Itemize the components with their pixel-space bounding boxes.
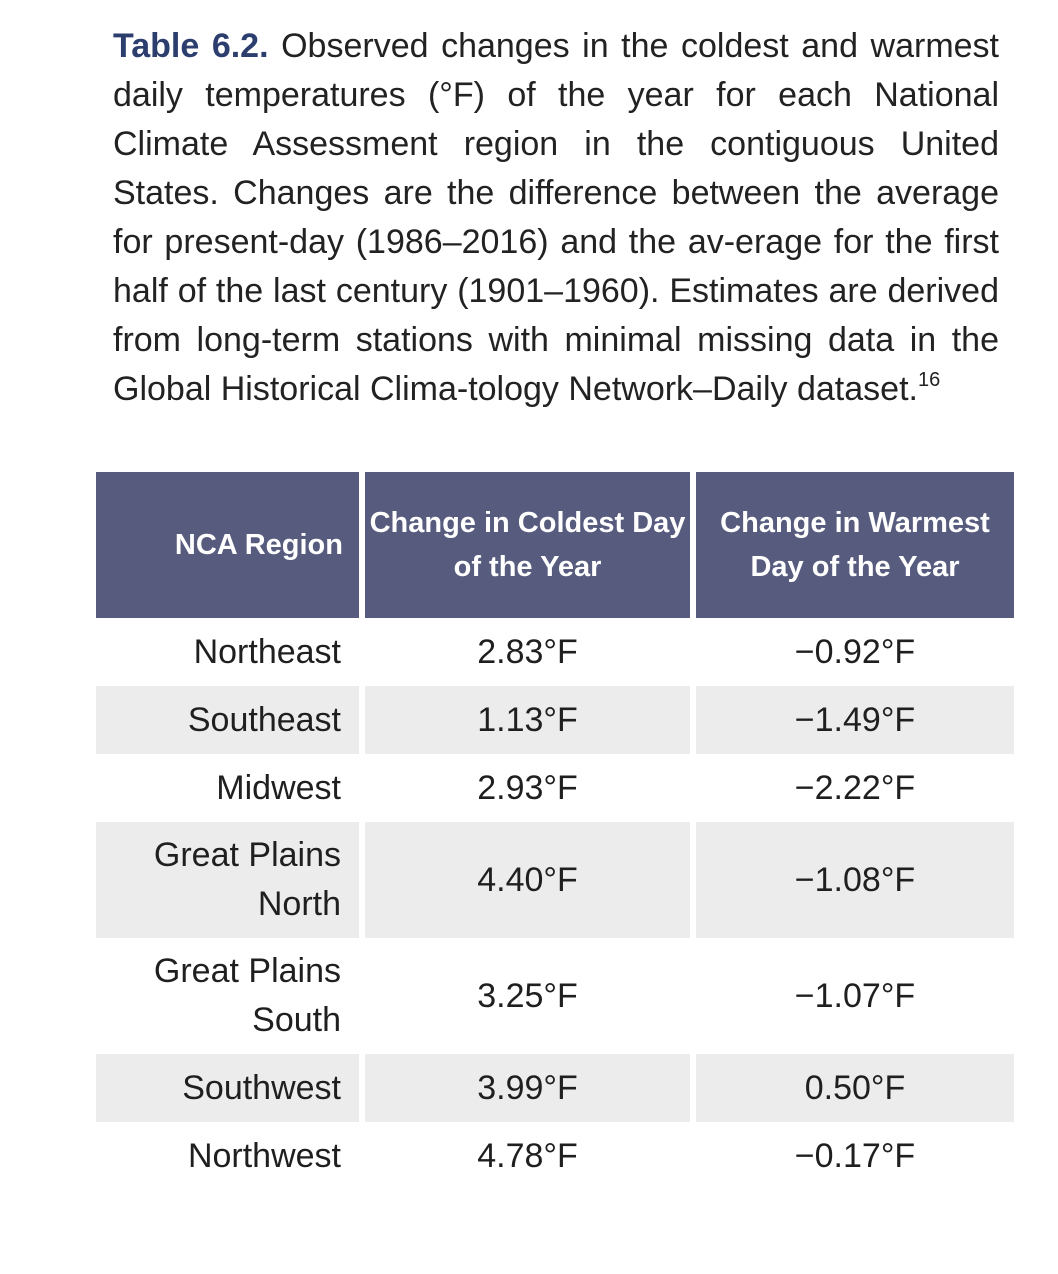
header-coldest-change: Change in Coldest Day of the Year — [365, 472, 690, 618]
caption-text: Observed changes in the coldest and warm… — [113, 27, 1000, 408]
table-label: Table 6.2. — [113, 27, 269, 65]
table-row: Great Plains North 4.40°F −1.08°F — [96, 822, 1016, 938]
coldest-change-cell: 4.40°F — [365, 822, 690, 938]
table-caption: Table 6.2. Observed changes in the colde… — [113, 22, 999, 414]
header-warmest-change: Change in Warmest Day of the Year — [696, 472, 1014, 618]
coldest-change-cell: 3.25°F — [477, 976, 578, 1015]
coldest-change-cell: 3.99°F — [365, 1054, 690, 1122]
warmest-change-cell: −0.92°F — [794, 632, 916, 671]
table-row: Midwest 2.93°F −2.22°F — [96, 754, 1016, 822]
region-cell: Northeast — [193, 632, 341, 671]
warmest-change-cell: −1.49°F — [696, 686, 1014, 754]
table-row: Northwest 4.78°F −0.17°F — [96, 1122, 1016, 1190]
region-cell: Northwest — [187, 1136, 341, 1175]
table-row: Southeast 1.13°F −1.49°F — [96, 686, 1016, 754]
coldest-change-cell: 2.83°F — [477, 632, 578, 671]
warmest-change-cell: −1.07°F — [794, 976, 916, 1015]
region-cell: Southeast — [96, 686, 359, 754]
warmest-change-cell: −1.08°F — [696, 822, 1014, 938]
warmest-change-cell: 0.50°F — [696, 1054, 1014, 1122]
footnote-marker: 16 — [917, 368, 941, 391]
region-cell: Great Plains South — [153, 952, 341, 1039]
table-header-row: NCA Region Change in Coldest Day of the … — [96, 472, 1016, 618]
table-row: Northeast 2.83°F −0.92°F — [96, 618, 1016, 686]
table-row: Southwest 3.99°F 0.50°F — [96, 1054, 1016, 1122]
warmest-change-cell: −2.22°F — [794, 768, 916, 807]
table-row: Great Plains South 3.25°F −1.07°F — [96, 938, 1016, 1054]
coldest-change-cell: 2.93°F — [477, 768, 578, 807]
coldest-change-cell: 4.78°F — [477, 1136, 578, 1175]
coldest-change-cell: 1.13°F — [365, 686, 690, 754]
region-cell: Midwest — [216, 768, 341, 807]
region-cell: Great Plains North — [96, 822, 359, 938]
warmest-change-cell: −0.17°F — [794, 1136, 916, 1175]
data-table: NCA Region Change in Coldest Day of the … — [96, 472, 1016, 1190]
header-nca-region: NCA Region — [96, 472, 359, 618]
region-cell: Southwest — [96, 1054, 359, 1122]
